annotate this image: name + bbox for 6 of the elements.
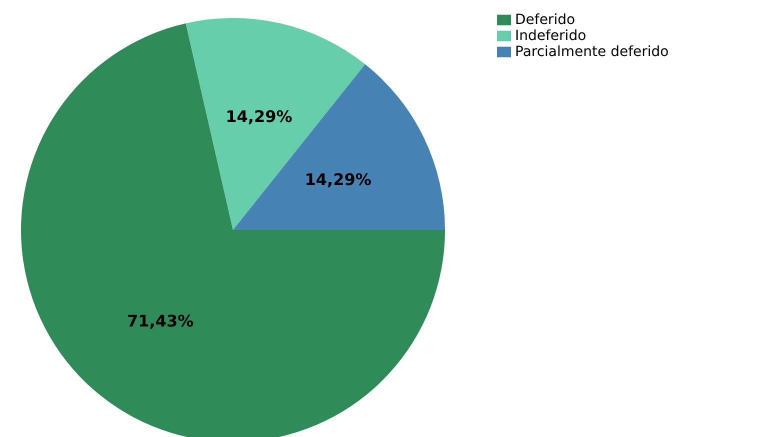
data-label: 14,29% [304,170,372,189]
legend-label: Indeferido [515,28,586,44]
data-label: 71,43% [126,312,194,331]
legend-label: Parcialmente deferido [515,44,669,60]
legend-label: Deferido [515,12,576,28]
data-label: 14,29% [226,106,292,126]
